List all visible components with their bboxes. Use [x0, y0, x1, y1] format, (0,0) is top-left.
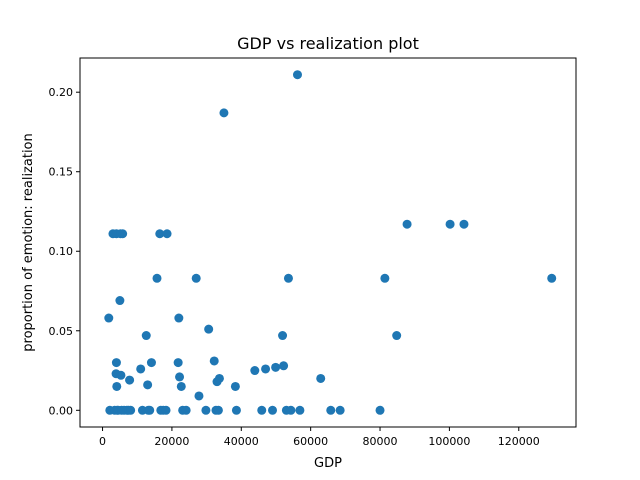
y-tick-label: 0.10: [49, 245, 74, 258]
data-point: [547, 273, 557, 283]
data-point: [445, 219, 455, 229]
data-point: [174, 313, 184, 323]
data-point: [316, 373, 326, 383]
data-point: [194, 391, 204, 401]
data-point: [375, 405, 385, 415]
data-point: [201, 405, 211, 415]
data-point: [295, 405, 305, 415]
data-point: [112, 381, 122, 391]
data-point: [155, 229, 165, 239]
x-tick-label: 100000: [428, 435, 470, 448]
data-point: [335, 405, 345, 415]
data-point: [126, 405, 136, 415]
data-point: [125, 375, 135, 385]
data-point: [231, 405, 241, 415]
data-point: [204, 324, 214, 334]
data-point: [380, 273, 390, 283]
data-point: [145, 405, 155, 415]
data-point: [175, 372, 185, 382]
data-point: [219, 108, 229, 118]
data-point: [162, 229, 172, 239]
y-tick-label: 0.00: [49, 404, 74, 417]
x-tick-label: 80000: [363, 435, 398, 448]
x-tick-label: 20000: [154, 435, 189, 448]
data-point: [115, 296, 125, 306]
data-point: [143, 380, 153, 390]
data-point: [116, 370, 126, 380]
data-point: [230, 381, 240, 391]
data-point: [257, 405, 267, 415]
data-point: [213, 405, 223, 415]
data-point: [146, 358, 156, 368]
data-points: [104, 70, 557, 415]
y-tick-label: 0.05: [49, 325, 74, 338]
data-point: [250, 366, 260, 376]
plot-frame: [79, 57, 577, 428]
data-point: [161, 405, 171, 415]
data-point: [286, 405, 296, 415]
data-point: [268, 405, 277, 415]
data-point: [191, 273, 201, 283]
data-point: [152, 273, 162, 283]
x-tick-label: 120000: [498, 435, 540, 448]
data-point: [181, 405, 191, 415]
data-point: [136, 364, 146, 374]
data-point: [271, 362, 281, 372]
data-point: [118, 229, 128, 239]
y-tick-label: 0.15: [49, 166, 74, 179]
data-point: [292, 70, 302, 80]
data-point: [459, 219, 469, 229]
data-point: [214, 373, 224, 383]
chart-title: GDP vs realization plot: [237, 34, 419, 53]
data-point: [141, 331, 151, 341]
x-axis-label: GDP: [314, 456, 342, 471]
data-point: [392, 331, 402, 341]
data-point: [104, 313, 114, 323]
x-tick-label: 40000: [224, 435, 259, 448]
data-point: [261, 364, 271, 374]
x-axis-ticks: 0 20000 40000 60000 80000 100000 120000: [99, 427, 540, 448]
data-point: [283, 273, 293, 283]
data-point: [173, 358, 183, 368]
data-point: [278, 331, 288, 341]
data-point: [209, 356, 219, 366]
y-axis-ticks: 0.00 0.05 0.10 0.15 0.20: [49, 86, 80, 417]
x-tick-label: 0: [99, 435, 106, 448]
data-point: [111, 358, 121, 368]
data-point: [402, 219, 412, 229]
x-tick-label: 60000: [293, 435, 328, 448]
data-point: [326, 405, 336, 415]
data-point: [279, 361, 289, 371]
data-point: [176, 381, 186, 391]
y-tick-label: 0.20: [49, 86, 74, 99]
y-axis-label: proportion of emotion: realization: [21, 133, 36, 351]
